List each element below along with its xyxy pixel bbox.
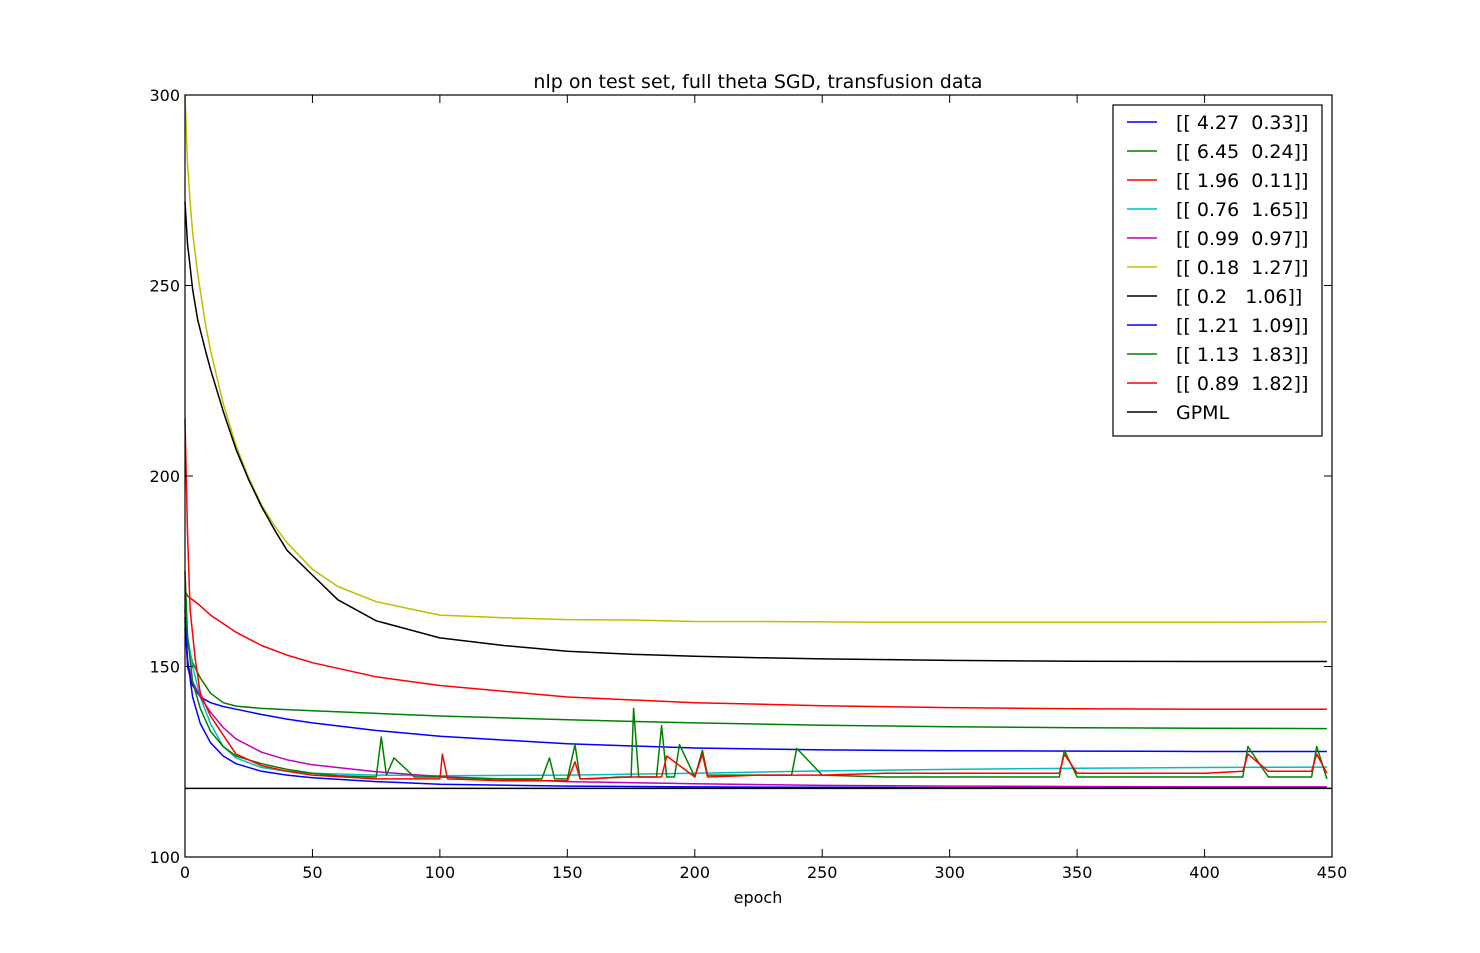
- series-line-7: [184, 201, 1327, 663]
- legend-label-6: [[ 0.18 1.27]]: [1176, 257, 1308, 279]
- legend-label-11: GPML: [1176, 402, 1230, 424]
- legend-label-2: [[ 6.45 0.24]]: [1176, 141, 1308, 163]
- legend-label-9: [[ 1.13 1.83]]: [1176, 344, 1308, 366]
- legend: [[ 4.27 0.33]] [[ 6.45 0.24]] [[ 1.96 0.11…: [1112, 104, 1323, 437]
- series-line-10: [184, 418, 1328, 782]
- legend-label-5: [[ 0.99 0.97]]: [1176, 228, 1308, 250]
- x-tick-label-4: 200: [680, 863, 711, 882]
- y-tick-label-4: 300: [149, 86, 180, 105]
- x-tick-label-2: 100: [425, 863, 456, 882]
- x-tick-label-6: 300: [934, 863, 965, 882]
- x-tick-label-9: 450: [1317, 863, 1348, 882]
- legend-label-3: [[ 1.96 0.11]]: [1176, 170, 1308, 192]
- y-tick-label-1: 150: [149, 658, 180, 677]
- series-layer: [184, 94, 1332, 790]
- chart-title: nlp on test set, full theta SGD, transfu…: [533, 71, 982, 93]
- x-tick-label-5: 250: [807, 863, 838, 882]
- series-line-3: [184, 589, 1327, 710]
- series-line-2: [184, 620, 1327, 730]
- legend-label-4: [[ 0.76 1.65]]: [1176, 199, 1308, 221]
- plot-frame: [184, 94, 1333, 858]
- series-line-6: [184, 94, 1327, 624]
- y-tick-label-3: 250: [149, 277, 180, 296]
- legend-label-7: [[ 0.2 1.06]]: [1176, 286, 1302, 308]
- legend-box: [1112, 104, 1323, 437]
- x-axis-label: epoch: [734, 888, 783, 907]
- series-line-5: [184, 628, 1327, 788]
- x-tick-label-7: 350: [1062, 863, 1093, 882]
- legend-label-10: [[ 0.89 1.82]]: [1176, 373, 1308, 395]
- x-tick-label-8: 400: [1189, 863, 1220, 882]
- ticks-layer: 0 50 100 150 200 250 300 350 400 450 100 150 200 250 3…: [149, 86, 1347, 882]
- x-tick-label-0: 0: [180, 863, 190, 882]
- y-tick-label-2: 200: [149, 467, 180, 486]
- y-tick-label-0: 100: [149, 848, 180, 867]
- x-tick-label-3: 150: [552, 863, 583, 882]
- x-tick-label-1: 50: [302, 863, 322, 882]
- legend-label-1: [[ 4.27 0.33]]: [1176, 112, 1308, 134]
- legend-label-8: [[ 1.21 1.09]]: [1176, 315, 1308, 337]
